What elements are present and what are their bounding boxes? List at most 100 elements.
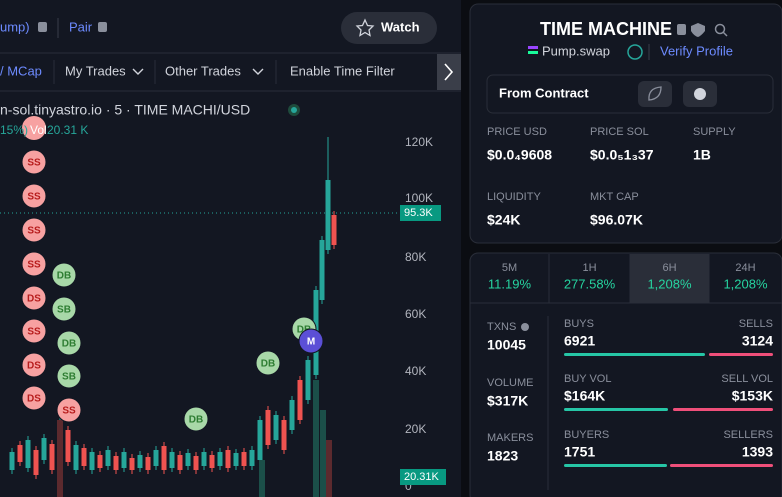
stat-value: $0.0₄9608 <box>487 147 552 163</box>
candle-body <box>273 415 279 440</box>
y-axis-label: 20K <box>405 422 426 436</box>
candle-body <box>249 450 255 466</box>
volume-tag-label: 20.31K <box>404 471 440 483</box>
candle-body <box>145 457 151 470</box>
metric-value: $317K <box>487 393 528 409</box>
marker-label: SS <box>62 406 76 417</box>
scroll-button[interactable] <box>437 54 461 90</box>
candle-body <box>233 453 239 466</box>
split-bar-sell <box>673 408 773 411</box>
candle-body <box>185 453 191 466</box>
copy-icon[interactable] <box>38 22 47 32</box>
volume-bar <box>259 460 265 497</box>
marker[interactable] <box>21 183 47 209</box>
y-axis-label: 40K <box>405 364 426 378</box>
y-axis-label: 80K <box>405 250 426 264</box>
star-icon <box>355 18 375 37</box>
marker-label: DB <box>297 325 311 336</box>
other-trades-tab[interactable]: Other Trades <box>165 63 241 78</box>
period-label[interactable]: 24H <box>735 262 755 274</box>
candle-body <box>319 240 325 300</box>
marker[interactable] <box>21 318 47 344</box>
candle-body <box>193 456 199 470</box>
marker[interactable] <box>21 149 47 175</box>
shield-icon[interactable] <box>691 23 705 37</box>
candle-body <box>97 455 103 468</box>
copy-icon[interactable] <box>677 24 686 35</box>
period-tab-active[interactable] <box>630 254 709 303</box>
split-label: SELLS <box>739 318 773 330</box>
stat-label: MKT CAP <box>590 191 639 203</box>
periods: 5M 11.19% 1H 277.58% 6H 1,208% 24H 1,208% <box>488 254 768 303</box>
marker[interactable] <box>21 352 47 378</box>
dex-name: Pump.swap <box>542 43 610 58</box>
marker[interactable] <box>56 397 82 423</box>
marker[interactable] <box>298 328 324 354</box>
leaf-button[interactable] <box>638 81 672 107</box>
chevron <box>132 68 144 75</box>
pair-fragment[interactable]: ump) <box>0 19 30 34</box>
candle-body <box>81 448 87 466</box>
volume-bar <box>57 420 63 497</box>
stat-value: $0.0₅1₃37 <box>590 147 654 163</box>
candle-body <box>169 452 175 468</box>
my-trades-tab[interactable]: My Trades <box>65 63 126 78</box>
marker[interactable] <box>21 385 47 411</box>
period-label[interactable]: 1H <box>582 262 596 274</box>
stat-label: PRICE USD <box>487 126 547 138</box>
y-axis-label: 100K <box>405 191 433 205</box>
marker[interactable] <box>51 262 77 288</box>
marker-label: M <box>307 337 315 348</box>
period-label[interactable]: 5M <box>502 262 517 274</box>
split-value: $164K <box>564 388 605 404</box>
marker-label: DS <box>27 294 41 305</box>
candle-body <box>201 452 207 466</box>
marker[interactable] <box>21 285 47 311</box>
candle-body <box>297 380 303 420</box>
verify-link[interactable]: Verify Profile <box>660 43 733 58</box>
dollar-icon <box>627 44 643 60</box>
stat-value: $24K <box>487 212 520 228</box>
y-axis-label: 0 <box>405 479 412 493</box>
search-icon[interactable] <box>714 23 726 35</box>
marker[interactable] <box>183 406 209 432</box>
metric-label: MAKERS <box>487 432 533 444</box>
candles <box>9 137 337 497</box>
split-label: BUYS <box>564 318 594 330</box>
status-dot <box>291 107 297 113</box>
marker[interactable] <box>21 251 47 277</box>
stat-label: LIQUIDITY <box>487 191 541 203</box>
candle-body <box>217 452 223 466</box>
mcap-tab[interactable]: / MCap <box>0 63 42 78</box>
candle-body <box>89 452 95 470</box>
y-axis: 120K 100K 80K 60K 40K 20K 0 <box>405 135 433 493</box>
split-value: 1751 <box>564 444 595 460</box>
candle-body <box>257 420 263 460</box>
candle-body <box>289 400 295 430</box>
candle-body <box>105 450 111 466</box>
candle-body <box>137 455 143 468</box>
marker[interactable] <box>255 350 281 376</box>
period-label[interactable]: 6H <box>662 262 676 274</box>
split-bar-sell <box>709 353 773 356</box>
time-filter-tab[interactable]: Enable Time Filter <box>290 63 395 78</box>
price-tag-label: 95.3K <box>404 207 433 219</box>
split-bar-buy <box>564 353 705 356</box>
dex-icon <box>528 51 538 54</box>
chart-title: n-sol.tinyastro.io · 5 · TIME MACHI/USD <box>0 102 250 118</box>
marker[interactable] <box>56 363 82 389</box>
candle-body <box>161 446 167 470</box>
candle-body <box>281 420 287 450</box>
metric-label: VOLUME <box>487 377 533 389</box>
marker[interactable] <box>56 330 82 356</box>
marker-label: SS <box>27 327 41 338</box>
candle-body <box>73 445 79 470</box>
marker-label: SB <box>57 305 71 316</box>
marker[interactable] <box>51 296 77 322</box>
copy-icon[interactable] <box>98 22 107 32</box>
pair-link[interactable]: Pair <box>69 19 93 34</box>
marker[interactable] <box>21 217 47 243</box>
candle-body <box>265 410 271 445</box>
